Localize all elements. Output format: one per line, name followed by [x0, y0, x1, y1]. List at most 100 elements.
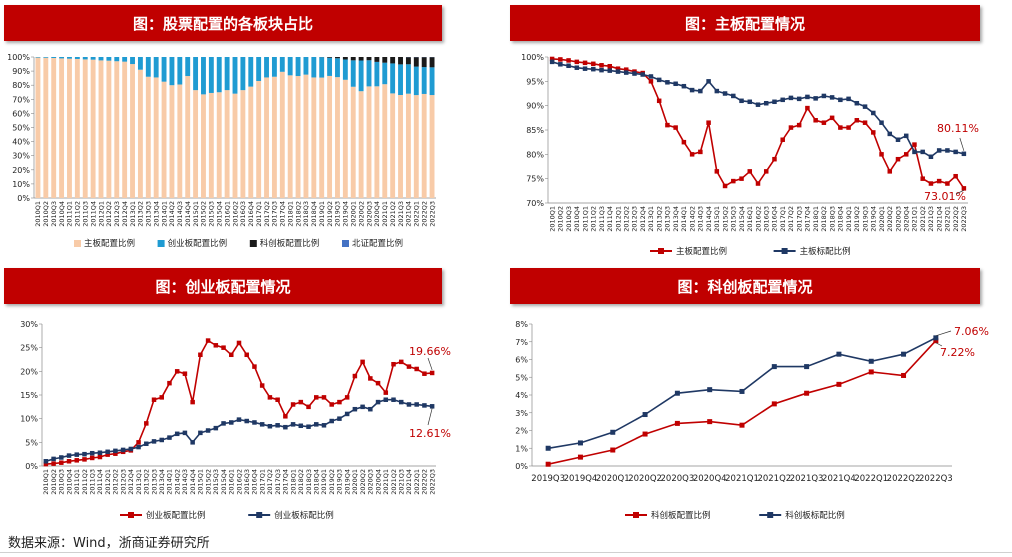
p1-bar-segment [248, 57, 254, 87]
p1-xtick-label: 2021Q3 [397, 201, 405, 227]
p3-ytick-label: 10% [20, 415, 38, 424]
p1-bar-segment [82, 57, 88, 60]
p2-data-point [722, 183, 728, 189]
p1-bar-segment [137, 69, 143, 198]
p2-xtick-label: 2016Q3 [763, 206, 771, 232]
p3-series-line [45, 339, 433, 465]
p3-legend-label: 创业板配置比例 [146, 510, 206, 521]
p2-data-point [632, 71, 637, 76]
p2-data-point [607, 63, 613, 69]
p3-xtick-label: 2022Q1 [413, 469, 421, 495]
p1-legend-label: 主板配置比例 [84, 238, 135, 249]
p3-xtick-label: 2019Q4 [343, 469, 351, 495]
p2-data-point [656, 98, 662, 104]
p3-data-point [229, 420, 234, 425]
p3-xtick-label: 2018Q3 [305, 469, 313, 495]
p1-bar-segment [51, 57, 57, 198]
p2-xtick-label: 2017Q4 [804, 206, 812, 232]
p4-xtick-label: 2022Q3 [919, 474, 953, 484]
p3-data-point [329, 402, 334, 407]
p1-xtick-label: 2016Q1 [223, 201, 231, 227]
p1-xtick-label: 2013Q4 [152, 201, 160, 227]
p2-data-point [772, 99, 777, 105]
p1-xtick-label: 2010Q2 [42, 201, 50, 227]
p1-xtick-label: 2010Q3 [50, 201, 58, 227]
p1-bar-segment [153, 57, 159, 78]
p2-data-point [648, 79, 654, 84]
p1-bar-segment [429, 67, 435, 96]
p2-data-point [681, 139, 687, 145]
p3-xtick-label: 2020Q2 [359, 469, 367, 495]
p1-ytick-label: 40% [12, 138, 30, 147]
p4-ytick-label: 2% [515, 427, 528, 436]
p3-data-point [306, 404, 311, 410]
p3-data-point [182, 371, 188, 376]
p2-data-point [846, 125, 851, 130]
p3-data-point [159, 437, 164, 443]
p1-xtick-label: 2013Q2 [137, 201, 145, 227]
p2-xtick-label: 2021Q1 [911, 206, 919, 232]
p1-xtick-label: 2016Q3 [239, 201, 247, 227]
chart-title-main-board: 图：主板配置情况 [684, 14, 805, 33]
p1-xtick-label: 2021Q2 [389, 201, 397, 227]
p4-xtick-label: 2019Q3 [531, 474, 565, 484]
p3-xtick-label: 2011Q3 [88, 469, 96, 495]
p1-bar-segment [122, 57, 128, 62]
p1-bar-segment [106, 60, 112, 198]
p1-bar-segment [398, 57, 403, 65]
p1-bar-segment [398, 94, 403, 198]
p1-bar-segment [342, 79, 348, 198]
p3-data-point [259, 383, 265, 388]
p2-data-point [549, 59, 555, 65]
p2-data-point [953, 173, 958, 179]
p1-legend-label: 北证配置比例 [352, 238, 403, 249]
p2-data-point [829, 95, 835, 100]
p1-bar-segment [232, 93, 238, 198]
p1-bar-segment [130, 64, 135, 198]
p4-legend-label: 科创板配置比例 [651, 510, 711, 521]
p3-data-point [391, 361, 396, 367]
p3-data-point [368, 376, 373, 381]
p2-data-point [871, 130, 876, 135]
p3-xtick-label: 2018Q2 [297, 469, 305, 495]
p1-bar-segment [358, 57, 364, 61]
p1-bar-segment [43, 57, 49, 58]
p2-ytick-label: 85% [526, 126, 544, 135]
p3-data-point [306, 424, 311, 429]
p3-xtick-label: 2016Q4 [251, 469, 259, 495]
p2-ytick-label: 90% [526, 102, 544, 111]
p1-bar-segment [421, 57, 427, 68]
p3-series-line [45, 398, 433, 463]
p3-xtick-label: 2013Q2 [143, 469, 151, 495]
p3-xtick-label: 2020Q1 [351, 469, 359, 495]
p1-legend-swatch [342, 240, 349, 247]
title-bar-star-market: 图：科创板配置情况 [510, 268, 980, 304]
p1-ytick-label: 30% [12, 152, 30, 161]
p1-xtick-label: 2015Q2 [200, 201, 208, 227]
p2-legend-marker [658, 248, 664, 254]
p1-xtick-label: 2015Q3 [208, 201, 216, 227]
p1-bar-segment [185, 57, 191, 77]
p1-xtick-label: 2010Q1 [34, 201, 42, 227]
p1-bar-segment [169, 85, 175, 198]
p2-xtick-label: 2010Q4 [573, 206, 581, 232]
p1-xtick-label: 2015Q4 [216, 201, 224, 227]
p4-annotation: 7.22% [940, 346, 975, 359]
p4-xtick-label: 2020Q3 [661, 474, 695, 484]
p1-bar-segment [90, 59, 96, 198]
p2-xtick-label: 2010Q1 [548, 206, 556, 232]
p2-xtick-label: 2015Q2 [721, 206, 729, 232]
p3-xtick-label: 2012Q4 [127, 469, 135, 495]
p2-data-point [665, 122, 670, 128]
p4-annotation-leader [935, 342, 943, 347]
p1-xtick-label: 2018Q2 [294, 201, 302, 227]
p3-data-point [213, 425, 219, 431]
p1-xtick-label: 2021Q4 [405, 201, 413, 227]
p4-xtick-label: 2020Q4 [693, 474, 727, 484]
chart-title-star-market: 图：科创板配置情况 [677, 277, 813, 296]
p2-data-point [681, 83, 687, 89]
p2-data-point [599, 67, 604, 73]
p1-bar-segment [240, 90, 246, 198]
p4-xtick-label: 2021Q4 [822, 474, 856, 484]
p1-xtick-label: 2011Q4 [89, 201, 97, 227]
